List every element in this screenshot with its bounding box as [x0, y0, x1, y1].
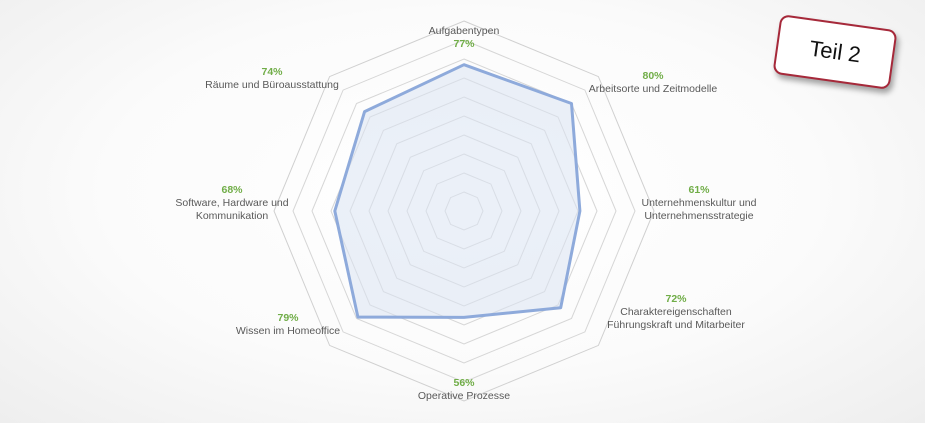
grid-ring	[273, 20, 655, 402]
grid-ring	[311, 58, 617, 364]
axis-label-group: 74%Räume und Büroausstattung	[205, 66, 339, 91]
value-label: 56%	[453, 377, 475, 389]
category-label: Wissen im Homeoffice	[236, 325, 340, 337]
category-label: Operative Prozesse	[418, 390, 510, 402]
value-label: 61%	[688, 184, 710, 196]
category-label: Räume und Büroausstattung	[205, 79, 339, 91]
value-label: 79%	[277, 312, 299, 324]
category-label: Software, Hardware und	[175, 197, 288, 209]
axis-label-group: 56%Operative Prozesse	[418, 377, 510, 402]
radar-series	[333, 63, 582, 319]
category-label: Kommunikation	[196, 210, 269, 222]
badge-text: Teil 2	[807, 35, 863, 68]
series-area	[333, 63, 582, 319]
axis-label-group: 80%Arbeitsorte und Zeitmodelle	[589, 70, 718, 95]
grid-ring	[292, 39, 636, 383]
category-label: Unternehmensstrategie	[644, 210, 753, 222]
category-label: Charaktereigenschaften	[620, 306, 732, 318]
category-label: Arbeitsorte und Zeitmodelle	[589, 83, 718, 95]
value-label: 72%	[665, 293, 687, 305]
category-label: Unternehmenskultur und	[642, 197, 757, 209]
value-label: 68%	[221, 184, 243, 196]
value-label: 74%	[261, 66, 283, 78]
value-label: 77%	[453, 38, 475, 50]
value-label: 80%	[642, 70, 664, 82]
axis-label-group: 79%Wissen im Homeoffice	[236, 312, 340, 337]
category-label: Aufgabentypen	[429, 25, 500, 37]
category-label: Führungskraft und Mitarbeiter	[607, 319, 745, 331]
axis-label-group: 61%Unternehmenskultur undUnternehmensstr…	[642, 184, 757, 222]
